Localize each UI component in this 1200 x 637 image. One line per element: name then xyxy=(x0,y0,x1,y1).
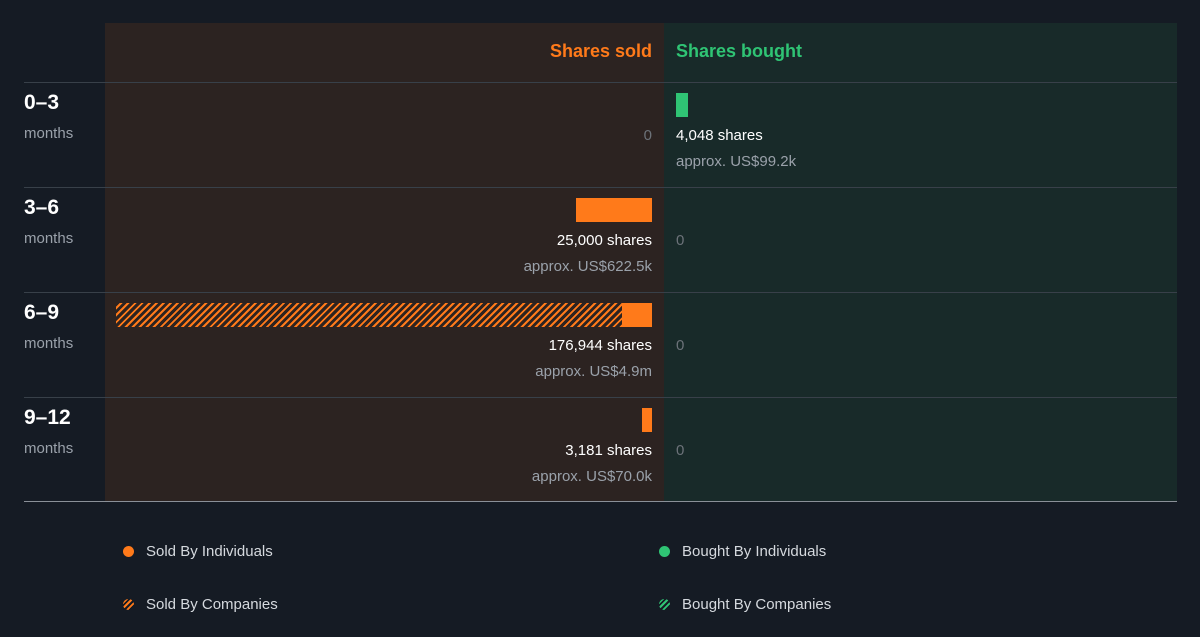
legend-label: Bought By Companies xyxy=(682,595,832,613)
row-3-6-months: 3–6 months 25,000 shares approx. US$622.… xyxy=(0,187,1200,292)
row-6-9-months: 6–9 months 176,944 shares approx. US$4.9… xyxy=(0,292,1200,397)
row-divider xyxy=(24,397,1177,398)
legend-label: Sold By Individuals xyxy=(146,542,273,560)
legend-bought-by-companies[interactable]: Bought By Companies xyxy=(659,594,831,614)
sold-zero-value: 0 xyxy=(643,127,652,144)
row-divider xyxy=(24,82,1177,83)
sold-shares-value: 3,181 shares xyxy=(565,442,652,459)
period-label: 3–6 xyxy=(24,196,60,219)
sold-approx-value: approx. US$622.5k xyxy=(523,258,652,275)
legend-bought-by-individuals[interactable]: Bought By Individuals xyxy=(659,541,826,561)
shares-bought-header: Shares bought xyxy=(676,41,803,61)
period-label: 6–9 xyxy=(24,301,60,324)
period-label: 0–3 xyxy=(24,91,60,114)
legend-sold-by-companies[interactable]: Sold By Companies xyxy=(123,594,278,614)
sold-companies-bar xyxy=(116,303,622,327)
legend-label: Sold By Companies xyxy=(146,595,278,613)
legend-label: Bought By Individuals xyxy=(682,542,827,560)
period-unit: months xyxy=(24,230,74,247)
bought-shares-value: 4,048 shares xyxy=(676,127,763,144)
bought-individuals-bar xyxy=(676,93,689,117)
sold-individuals-bar xyxy=(621,303,652,327)
legend-sold-by-individuals[interactable]: Sold By Individuals xyxy=(123,541,273,561)
row-divider xyxy=(24,187,1177,188)
bought-companies-hatch-icon xyxy=(659,598,670,610)
sold-approx-value: approx. US$4.9m xyxy=(535,363,652,380)
sold-approx-value: approx. US$70.0k xyxy=(531,468,652,485)
row-divider xyxy=(24,292,1177,293)
sold-shares-value: 25,000 shares xyxy=(556,232,652,249)
sold-shares-value: 176,944 shares xyxy=(548,337,652,354)
period-unit: months xyxy=(24,125,74,142)
shares-sold-panel xyxy=(105,23,664,501)
period-unit: months xyxy=(24,440,74,457)
shares-bought-panel xyxy=(664,23,1177,501)
bought-individuals-dot-icon xyxy=(659,545,670,557)
bought-zero-value: 0 xyxy=(676,232,685,249)
bought-approx-value: approx. US$99.2k xyxy=(676,153,797,170)
chart-baseline xyxy=(24,501,1177,502)
sold-individuals-bar xyxy=(576,198,652,222)
period-label: 9–12 xyxy=(24,406,71,429)
bought-zero-value: 0 xyxy=(676,337,685,354)
bought-zero-value: 0 xyxy=(676,442,685,459)
shares-sold-header: Shares sold xyxy=(549,41,652,61)
sold-companies-hatch-icon xyxy=(123,598,134,610)
row-0-3-months: 0–3 months 0 4,048 shares approx. US$99.… xyxy=(0,82,1200,187)
sold-individuals-bar xyxy=(642,408,652,432)
period-unit: months xyxy=(24,335,74,352)
sold-individuals-dot-icon xyxy=(123,545,134,557)
row-9-12-months: 9–12 months 3,181 shares approx. US$70.0… xyxy=(0,397,1200,502)
